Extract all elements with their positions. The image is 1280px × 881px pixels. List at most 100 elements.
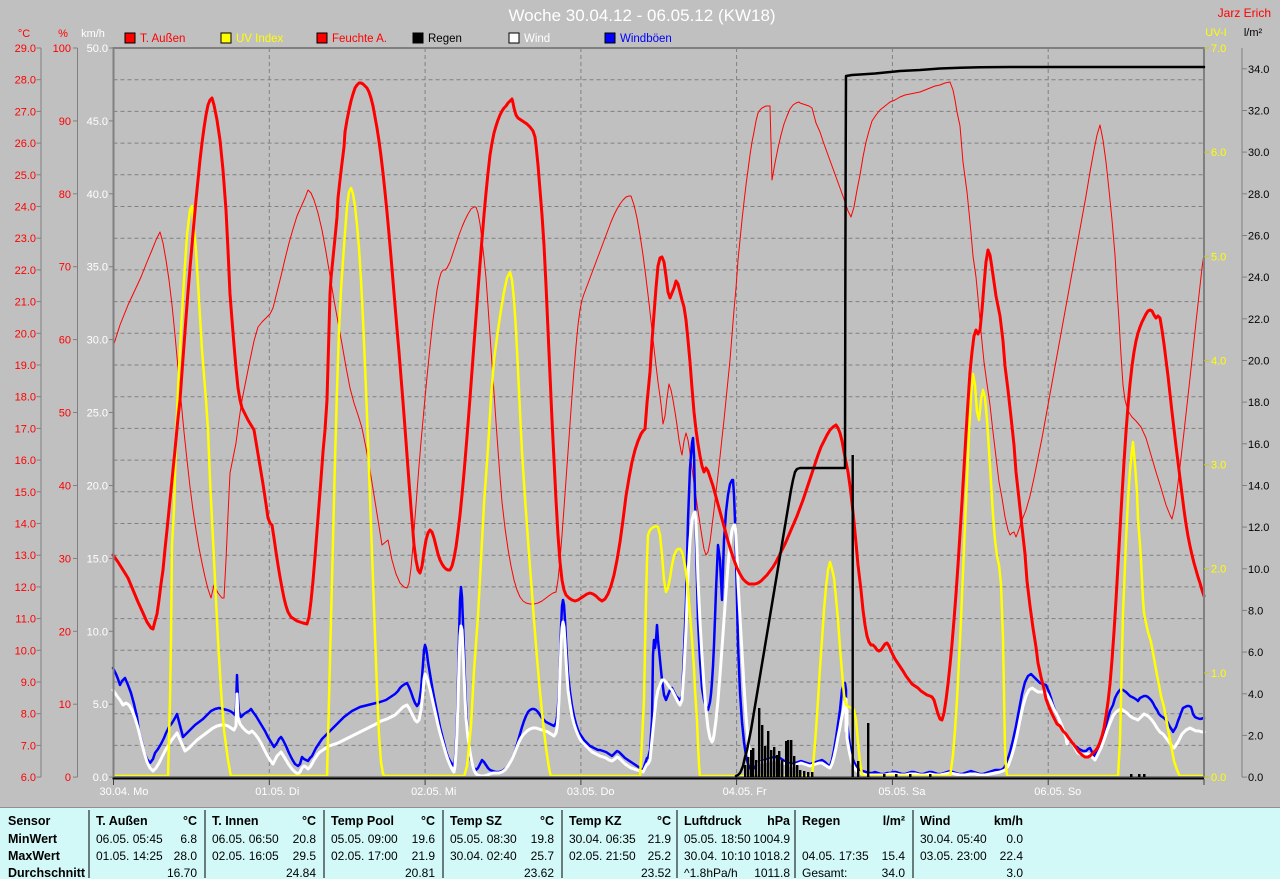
svg-text:0.0: 0.0 (93, 772, 108, 784)
svg-text:19.0: 19.0 (15, 360, 36, 372)
svg-text:02.05. 16:05: 02.05. 16:05 (212, 849, 279, 863)
svg-text:23.52: 23.52 (641, 866, 671, 880)
svg-text:18.0: 18.0 (15, 392, 36, 404)
svg-text:Temp Pool: Temp Pool (331, 814, 394, 828)
svg-text:22.4: 22.4 (1000, 849, 1024, 863)
svg-text:30.04. 10:10: 30.04. 10:10 (684, 849, 751, 863)
svg-text:Luftdruck: Luftdruck (684, 814, 742, 828)
svg-text:20.0: 20.0 (87, 480, 108, 492)
svg-text:T. Außen: T. Außen (96, 814, 148, 828)
svg-text:06.05. So: 06.05. So (1034, 786, 1081, 798)
svg-text:30.04. Mo: 30.04. Mo (100, 786, 149, 798)
svg-text:28.0: 28.0 (174, 849, 198, 863)
svg-text:km/h: km/h (994, 814, 1023, 828)
svg-text:5.0: 5.0 (1211, 251, 1226, 263)
svg-text:03.05. Do: 03.05. Do (567, 786, 615, 798)
svg-text:15.4: 15.4 (882, 849, 906, 863)
svg-text:28.0: 28.0 (1248, 189, 1269, 201)
svg-text:18.0: 18.0 (1248, 397, 1269, 409)
svg-text:Sensor: Sensor (8, 814, 51, 828)
svg-text:16.70: 16.70 (167, 866, 197, 880)
svg-text:23.62: 23.62 (524, 866, 554, 880)
svg-text:10.0: 10.0 (15, 645, 36, 657)
svg-text:24.0: 24.0 (1248, 272, 1269, 284)
svg-text:Temp KZ: Temp KZ (569, 814, 622, 828)
svg-text:MinWert: MinWert (8, 832, 58, 846)
svg-text:30.04. 05:40: 30.04. 05:40 (920, 832, 987, 846)
svg-text:8.0: 8.0 (1248, 605, 1263, 617)
svg-text:26.0: 26.0 (15, 138, 36, 150)
svg-text:10.0: 10.0 (87, 626, 108, 638)
svg-text:01.05. 14:25: 01.05. 14:25 (96, 849, 163, 863)
svg-text:°C: °C (421, 814, 435, 828)
svg-text:30.04. 06:35: 30.04. 06:35 (569, 832, 636, 846)
svg-text:17.0: 17.0 (15, 423, 36, 435)
svg-text:T. Außen: T. Außen (140, 33, 185, 45)
svg-text:28.0: 28.0 (15, 75, 36, 87)
svg-text:35.0: 35.0 (87, 262, 108, 274)
svg-text:24.0: 24.0 (15, 202, 36, 214)
svg-text:Regen: Regen (802, 814, 840, 828)
svg-text:21.9: 21.9 (648, 832, 672, 846)
svg-text:15.0: 15.0 (87, 553, 108, 565)
svg-text:32.0: 32.0 (1248, 105, 1269, 117)
svg-text:0.0: 0.0 (1248, 772, 1263, 784)
svg-text:°C: °C (302, 814, 316, 828)
svg-text:Windböen: Windböen (620, 33, 672, 45)
svg-text:0.0: 0.0 (1006, 832, 1023, 846)
svg-text:16.0: 16.0 (1248, 439, 1269, 451)
svg-text:26.0: 26.0 (1248, 230, 1269, 242)
svg-text:MaxWert: MaxWert (8, 849, 61, 863)
svg-text:45.0: 45.0 (87, 116, 108, 128)
svg-text:15.0: 15.0 (15, 487, 36, 499)
svg-text:90: 90 (59, 116, 71, 128)
svg-text:4.0: 4.0 (1248, 689, 1263, 701)
svg-text:20.0: 20.0 (15, 328, 36, 340)
svg-text:l/m²: l/m² (1244, 27, 1263, 39)
svg-text:Gesamt:: Gesamt: (802, 866, 847, 880)
svg-text:°C: °C (540, 814, 554, 828)
svg-text:Wind: Wind (524, 33, 550, 45)
svg-text:30.0: 30.0 (87, 335, 108, 347)
svg-text:60: 60 (59, 335, 71, 347)
svg-text:04.05. Fr: 04.05. Fr (723, 786, 767, 798)
svg-text:Woche 30.04.12 - 06.05.12 (KW1: Woche 30.04.12 - 06.05.12 (KW18) (508, 6, 775, 25)
svg-text:Jarz Erich: Jarz Erich (1218, 6, 1271, 20)
svg-text:UV-I: UV-I (1205, 27, 1226, 39)
svg-text:6.8: 6.8 (180, 832, 197, 846)
svg-text:14.0: 14.0 (15, 519, 36, 531)
svg-text:0.0: 0.0 (1211, 772, 1226, 784)
svg-text:14.0: 14.0 (1248, 480, 1269, 492)
svg-text:30.0: 30.0 (1248, 147, 1269, 159)
svg-text:34.0: 34.0 (1248, 64, 1269, 76)
svg-text:29.5: 29.5 (293, 849, 317, 863)
svg-text:22.0: 22.0 (1248, 314, 1269, 326)
svg-text:01.05. Di: 01.05. Di (255, 786, 299, 798)
svg-text:29.0: 29.0 (15, 43, 36, 55)
svg-text:03.05. 23:00: 03.05. 23:00 (920, 849, 987, 863)
svg-text:T. Innen: T. Innen (212, 814, 259, 828)
svg-text:1018.2: 1018.2 (753, 849, 790, 863)
svg-text:05.05. 09:00: 05.05. 09:00 (331, 832, 398, 846)
svg-text:9.0: 9.0 (21, 677, 36, 689)
svg-text:06.05. 06:50: 06.05. 06:50 (212, 832, 279, 846)
svg-text:20.8: 20.8 (293, 832, 317, 846)
svg-text:23.0: 23.0 (15, 233, 36, 245)
svg-text:02.05. 21:50: 02.05. 21:50 (569, 849, 636, 863)
svg-text:21.9: 21.9 (412, 849, 436, 863)
svg-text:04.05. 17:35: 04.05. 17:35 (802, 849, 869, 863)
svg-text:UV Index: UV Index (236, 33, 284, 45)
svg-text:6.0: 6.0 (1248, 647, 1263, 659)
svg-text:19.8: 19.8 (531, 832, 555, 846)
svg-text:20.0: 20.0 (1248, 355, 1269, 367)
svg-text:Feuchte A.: Feuchte A. (332, 33, 387, 45)
svg-text:^1.8hPa/h: ^1.8hPa/h (684, 866, 738, 880)
svg-text:70: 70 (59, 262, 71, 274)
svg-text:hPa: hPa (767, 814, 791, 828)
svg-text:7.0: 7.0 (21, 740, 36, 752)
svg-text:°C: °C (18, 28, 30, 40)
svg-text:24.84: 24.84 (286, 866, 316, 880)
svg-text:6.0: 6.0 (21, 772, 36, 784)
svg-text:25.0: 25.0 (87, 408, 108, 420)
svg-text:3.0: 3.0 (1211, 460, 1226, 472)
